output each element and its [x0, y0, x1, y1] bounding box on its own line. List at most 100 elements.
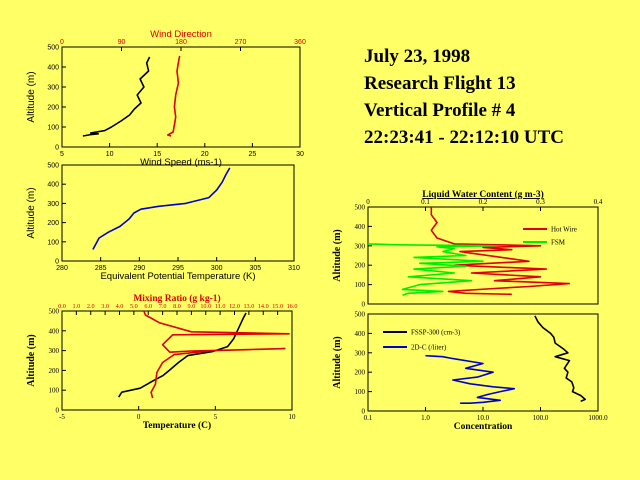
temp_mix-x2tick-label: 0.0: [58, 303, 66, 310]
temp_mix-xtick-label: 5: [214, 413, 218, 421]
theta-ytick-label: 300: [47, 201, 59, 208]
temp_mix-x2tick-label: 7.0: [159, 303, 167, 310]
conc-legend-label: 2D-C (/liter): [411, 344, 447, 352]
lwc-x2tick-label: 0: [366, 198, 370, 206]
theta-ylabel: Altitude (m): [26, 187, 37, 238]
conc-xlabel: Concentration: [454, 422, 513, 432]
temp_mix-x2tick-label: 14.0: [258, 303, 269, 310]
lwc-series-hot-wire: [430, 207, 571, 296]
lwc-ytick-label: 300: [355, 242, 366, 250]
wind-x2tick-label: 270: [235, 39, 247, 46]
wind-series-wind-direction: [167, 55, 181, 137]
lwc-ytick-label: 0: [362, 301, 366, 309]
temp_mix-x2tick-label: 13.0: [243, 303, 254, 310]
theta-xtick-label: 290: [133, 265, 145, 272]
conc-xtick-label: 10.0: [477, 414, 490, 422]
theta-ytick-label: 200: [47, 220, 59, 227]
temp_mix-x2tick-label: 8.0: [173, 303, 181, 310]
temp_mix-ytick-label: 400: [49, 327, 60, 335]
theta-xtick-label: 285: [95, 265, 107, 272]
wind-x2tick-label: 360: [294, 39, 306, 46]
temp_mix-title: Mixing Ratio (g kg-1): [133, 293, 220, 304]
wind-series-wind-speed: [82, 56, 151, 137]
temp_mix-xtick-label: -5: [59, 413, 65, 421]
title-date: July 23, 1998: [364, 46, 471, 67]
wind-x2tick-label: 90: [118, 39, 126, 46]
temp_mix-xtick-label: 10: [289, 413, 297, 421]
conc-xtick-label: 1000.0: [588, 414, 608, 422]
conc-series-2d-c-liter-: [425, 354, 516, 405]
temp_mix-x2tick-label: 1.0: [73, 303, 81, 310]
wind-ytick-label: 100: [47, 125, 59, 132]
temp_mix-x2tick-label: 2.0: [87, 303, 95, 310]
conc-ytick-label: 100: [355, 388, 366, 396]
wind-xtick-label: 10: [106, 151, 114, 158]
conc-legend-label: FSSP-300 (cm-3): [411, 329, 461, 337]
temp_mix-x2tick-label: 12.0: [229, 303, 240, 310]
lwc-series-fsm: [367, 243, 496, 297]
theta-xtick-label: 305: [249, 265, 261, 272]
conc-series-fssp-300-cm-3-: [534, 315, 587, 403]
wind-ylabel: Altitude (m): [26, 71, 37, 122]
conc-xtick-label: 1.0: [421, 414, 430, 422]
temp_mix-frame: [61, 310, 293, 411]
wind-ytick-label: 200: [47, 105, 59, 112]
lwc-x2tick-label: 0.2: [479, 198, 488, 206]
temp_mix-series-mixing-ratio: [143, 310, 290, 399]
theta-ytick-label: 100: [47, 239, 59, 246]
wind-xlabel: Wind Speed (ms-1): [140, 157, 222, 168]
conc-ytick-label: 200: [355, 369, 366, 377]
wind-xtick-label: 5: [60, 151, 64, 158]
lwc-ytick-label: 200: [355, 262, 366, 270]
wind-xtick-label: 25: [249, 151, 257, 158]
temp_mix-x2tick-label: 11.0: [215, 303, 226, 310]
temp_mix-ytick-label: 500: [49, 308, 60, 316]
title-profile: Vertical Profile # 4: [364, 100, 516, 121]
temp_mix-ytick-label: 100: [49, 387, 60, 395]
wind-x2tick-label: 0: [60, 39, 64, 46]
title-flight: Research Flight 13: [364, 73, 516, 94]
temp_mix-x2tick-label: 3.0: [101, 303, 109, 310]
theta-xlabel: Equivalent Potential Temperature (K): [100, 271, 255, 282]
wind-x2tick-label: 180: [175, 39, 187, 46]
lwc-legend-label: Hot Wire: [551, 226, 577, 234]
theta-xtick-label: 300: [211, 265, 223, 272]
theta-xtick-label: 295: [172, 265, 184, 272]
theta-xtick-label: 310: [288, 265, 300, 272]
theta-xtick-label: 280: [56, 265, 68, 272]
theta-frame: [61, 164, 295, 262]
wind-xtick-label: 15: [153, 151, 161, 158]
theta-ytick-label: 0: [55, 259, 59, 266]
lwc-ytick-label: 400: [355, 223, 366, 231]
temp_mix-x2tick-label: 4.0: [116, 303, 124, 310]
conc-ytick-label: 0: [362, 408, 366, 416]
conc-ylabel: Altitude (m): [332, 336, 343, 389]
lwc-title: Liquid Water Content (g m-3): [422, 189, 544, 200]
temp_mix-ytick-label: 200: [49, 367, 60, 375]
wind-ytick-label: 400: [47, 65, 59, 72]
temp_mix-x2tick-label: 5.0: [130, 303, 138, 310]
conc-ytick-label: 400: [355, 330, 366, 338]
temp_mix-ytick-label: 0: [56, 407, 60, 415]
wind-title: Wind Direction: [150, 29, 212, 40]
wind-ytick-label: 500: [47, 45, 59, 52]
temp_mix-x2tick-label: 10.0: [200, 303, 211, 310]
wind-xtick-label: 20: [201, 151, 209, 158]
lwc-x2tick-label: 0.1: [421, 198, 430, 206]
temp_mix-x2tick-label: 15.0: [272, 303, 283, 310]
conc-xtick-label: 0.1: [364, 414, 373, 422]
lwc-x2tick-label: 0.4: [594, 198, 603, 206]
temp_mix-xtick-label: 0: [137, 413, 141, 421]
temp_mix-ytick-label: 300: [49, 347, 60, 355]
theta-ytick-label: 500: [47, 163, 59, 170]
conc-xtick-label: 100.0: [533, 414, 549, 422]
wind-ytick-label: 0: [55, 145, 59, 152]
wind-ytick-label: 300: [47, 85, 59, 92]
lwc-ylabel: Altitude (m): [332, 229, 343, 282]
temp_mix-x2tick-label: 16.0: [287, 303, 298, 310]
temp_mix-xlabel: Temperature (C): [143, 420, 211, 431]
conc-ytick-label: 300: [355, 349, 366, 357]
conc-ytick-label: 500: [355, 311, 366, 319]
title-time: 22:23:41 - 22:12:10 UTC: [364, 127, 565, 148]
